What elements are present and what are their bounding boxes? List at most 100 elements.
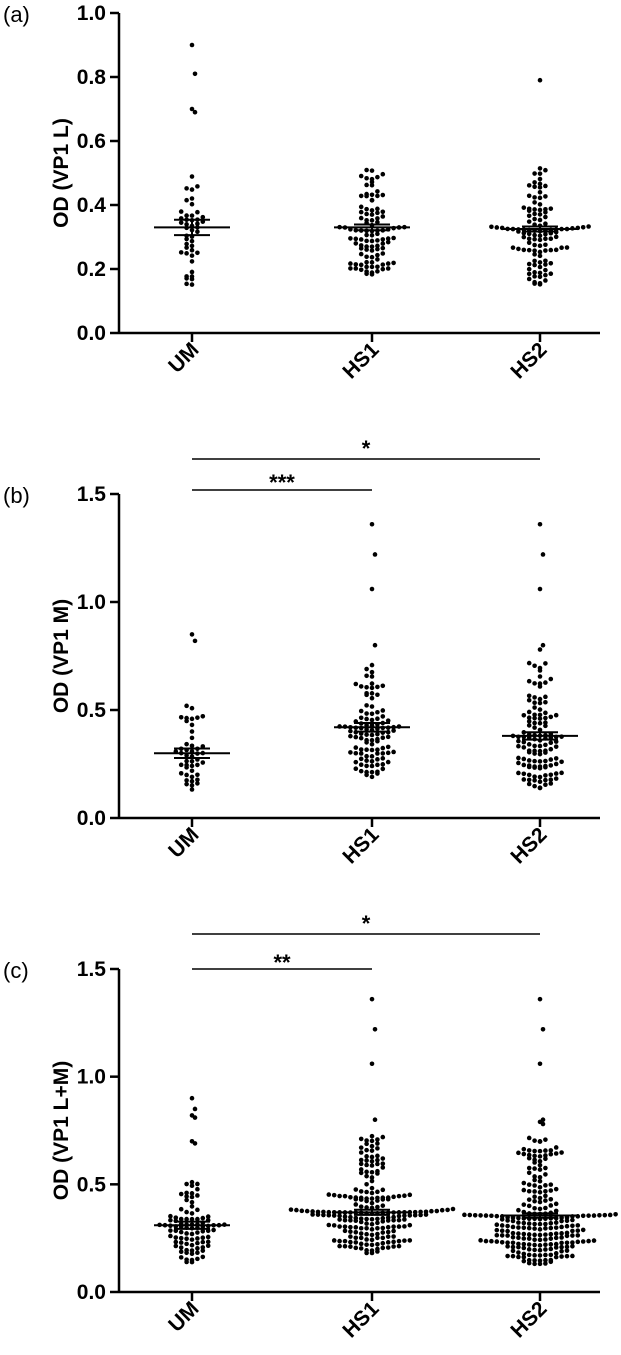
data-point <box>532 720 537 726</box>
data-point <box>553 1241 559 1247</box>
data-point <box>168 1217 173 1223</box>
data-point <box>184 197 189 203</box>
data-point <box>526 719 532 724</box>
data-point <box>189 259 195 264</box>
data-point <box>543 1261 548 1266</box>
data-point <box>364 690 369 696</box>
data-point <box>369 521 375 527</box>
data-point <box>326 1222 332 1228</box>
data-point <box>516 1250 521 1255</box>
data-point <box>189 1251 195 1257</box>
data-point <box>380 251 386 256</box>
data-point <box>331 1223 337 1228</box>
data-point <box>380 1203 386 1208</box>
data-point <box>364 1237 369 1242</box>
data-point <box>364 1138 369 1143</box>
data-point <box>369 1216 375 1222</box>
data-point <box>364 1189 369 1195</box>
data-point <box>537 181 543 187</box>
data-point <box>369 769 375 775</box>
data-point <box>521 762 527 768</box>
data-point <box>195 1240 200 1246</box>
data-point <box>559 770 564 776</box>
data-point <box>184 281 189 287</box>
data-point <box>353 266 359 271</box>
data-point <box>375 709 380 715</box>
data-point <box>375 231 380 237</box>
data-point <box>396 1224 402 1229</box>
x-tick-label: HS2 <box>506 1297 551 1342</box>
data-point <box>189 729 195 734</box>
data-point <box>516 1235 521 1241</box>
data-point <box>564 1223 570 1229</box>
data-point <box>342 1217 348 1223</box>
data-point <box>526 276 532 282</box>
data-point <box>385 1195 391 1200</box>
data-point <box>195 209 200 215</box>
data-point <box>586 1238 591 1244</box>
data-point <box>364 763 369 769</box>
data-point <box>369 1159 375 1164</box>
data-point <box>537 712 543 718</box>
data-point <box>200 1248 206 1253</box>
data-point <box>537 727 543 733</box>
data-point <box>369 1169 375 1175</box>
data-point <box>543 742 548 748</box>
data-point <box>326 1209 332 1215</box>
data-point <box>358 768 364 774</box>
data-point <box>375 210 380 216</box>
data-point <box>540 1121 546 1127</box>
data-point <box>494 225 500 230</box>
data-point <box>372 1026 378 1032</box>
data-point <box>380 1240 386 1246</box>
data-point <box>375 692 380 698</box>
data-point <box>537 774 543 780</box>
data-point <box>494 1227 500 1233</box>
data-point <box>543 723 548 729</box>
data-point <box>380 237 386 242</box>
data-point <box>537 681 543 686</box>
data-point <box>189 174 195 179</box>
data-point <box>178 771 184 776</box>
data-point <box>189 106 195 112</box>
data-point <box>543 278 548 283</box>
data-point <box>358 715 364 721</box>
data-point <box>195 762 200 768</box>
data-point <box>418 1209 423 1215</box>
data-point <box>543 1221 548 1227</box>
data-point <box>369 254 375 260</box>
data-point <box>364 1181 369 1187</box>
data-point <box>189 1095 195 1101</box>
data-point <box>494 1213 500 1219</box>
x-tick-label: UM <box>164 338 203 377</box>
y-tick-label: 1.5 <box>77 483 107 506</box>
data-point <box>353 1202 359 1207</box>
x-tick-label: UM <box>164 1297 203 1336</box>
data-point <box>526 777 532 783</box>
data-point <box>537 779 543 785</box>
data-point <box>521 1225 527 1231</box>
data-point <box>537 674 543 679</box>
data-point <box>543 720 548 725</box>
data-point <box>189 1257 195 1263</box>
data-point <box>548 781 554 786</box>
data-point <box>548 1225 554 1231</box>
data-point <box>189 196 195 201</box>
data-point <box>200 1235 206 1241</box>
data-point <box>526 693 532 699</box>
data-point <box>375 1235 380 1241</box>
data-point <box>358 747 364 752</box>
y-tick-label: 1.5 <box>77 958 107 981</box>
data-point <box>369 1154 375 1160</box>
data-point <box>369 741 375 747</box>
y-tick-label: 0.2 <box>77 258 106 281</box>
data-point <box>192 638 198 644</box>
data-point <box>364 1169 369 1175</box>
data-point <box>380 1195 386 1201</box>
data-point <box>591 1213 597 1218</box>
data-point <box>173 1215 179 1220</box>
data-point <box>380 745 386 751</box>
data-point <box>532 195 537 200</box>
data-point <box>364 711 369 716</box>
data-point <box>505 1228 510 1234</box>
